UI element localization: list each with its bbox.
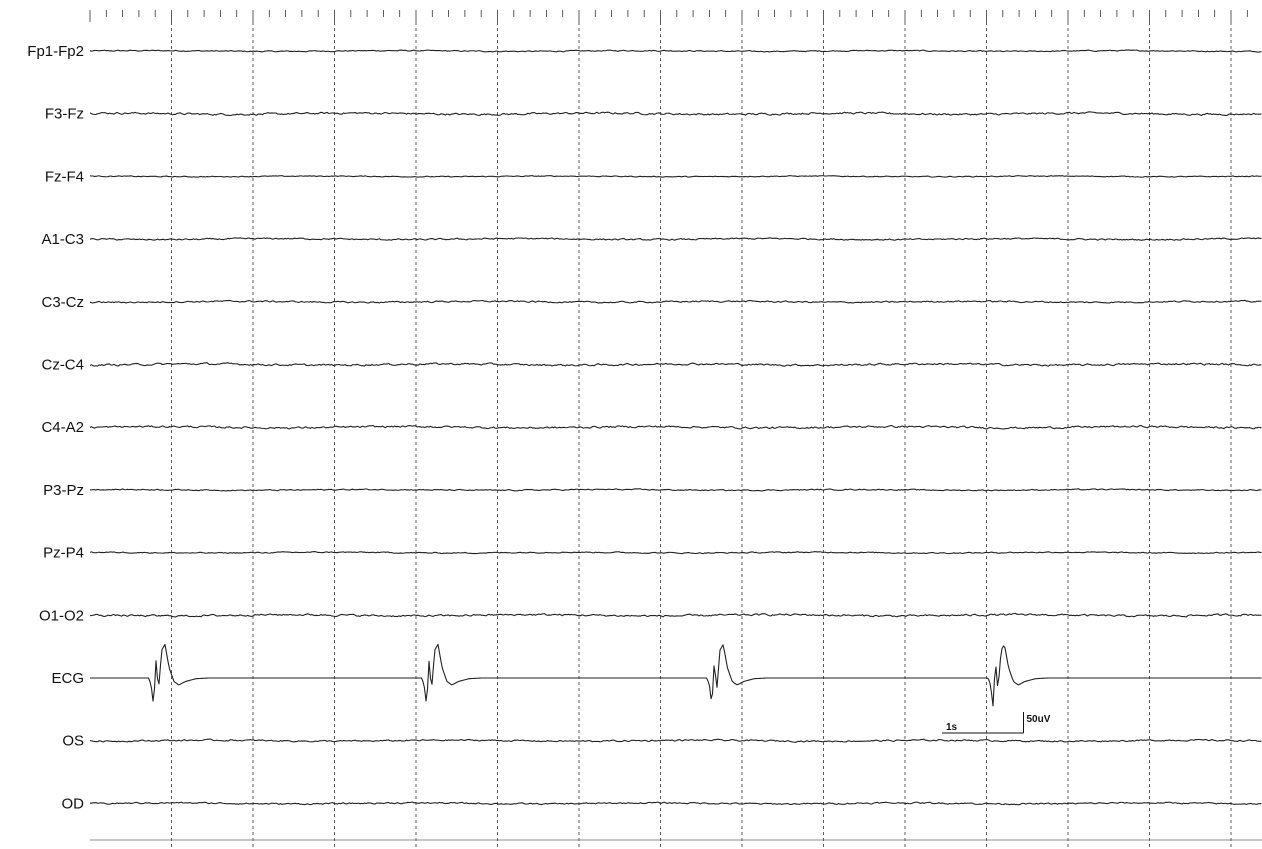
time-ruler xyxy=(89,10,1248,22)
channel-label: Cz-C4 xyxy=(41,357,84,374)
channel-trace xyxy=(89,111,1262,117)
channel-label: Pz-P4 xyxy=(43,545,84,562)
channel-label: A1-C3 xyxy=(41,231,84,248)
channel-trace xyxy=(89,299,1262,304)
channel-trace xyxy=(89,738,1262,743)
channel-trace xyxy=(89,801,1262,806)
channel-label: Fp1-Fp2 xyxy=(27,43,84,60)
time-gridlines xyxy=(90,22,1262,849)
channel-label: F3-Fz xyxy=(45,106,84,123)
channel-trace xyxy=(89,424,1262,430)
channel-label: ECG xyxy=(51,670,84,687)
channel-trace xyxy=(89,551,1262,555)
channel-trace xyxy=(89,49,1262,53)
scale-bar-time-label: 1s xyxy=(946,722,958,733)
scale-bar-amplitude-label: 50uV xyxy=(1027,714,1051,725)
channel-label: OD xyxy=(62,795,85,812)
channel-label: C4-A2 xyxy=(41,419,84,436)
channel-label: OS xyxy=(62,733,84,750)
channel-trace xyxy=(89,175,1262,178)
scale-bar: 1s 50uV xyxy=(942,712,1051,734)
channel-trace xyxy=(89,362,1262,367)
channel-label: C3-Cz xyxy=(41,294,84,311)
channel-trace xyxy=(90,643,1262,707)
channel-trace xyxy=(89,488,1262,492)
channel-traces xyxy=(89,49,1262,806)
channel-label: P3-Pz xyxy=(43,482,84,499)
channel-label: O1-O2 xyxy=(39,607,84,624)
channel-trace xyxy=(89,237,1262,241)
channel-trace xyxy=(89,612,1262,618)
channel-label: Fz-F4 xyxy=(45,168,84,185)
channel-labels: Fp1-Fp2 F3-Fz Fz-F4 A1-C3 C3-Cz Cz-C4 C4-A2 P3-… xyxy=(27,43,84,812)
